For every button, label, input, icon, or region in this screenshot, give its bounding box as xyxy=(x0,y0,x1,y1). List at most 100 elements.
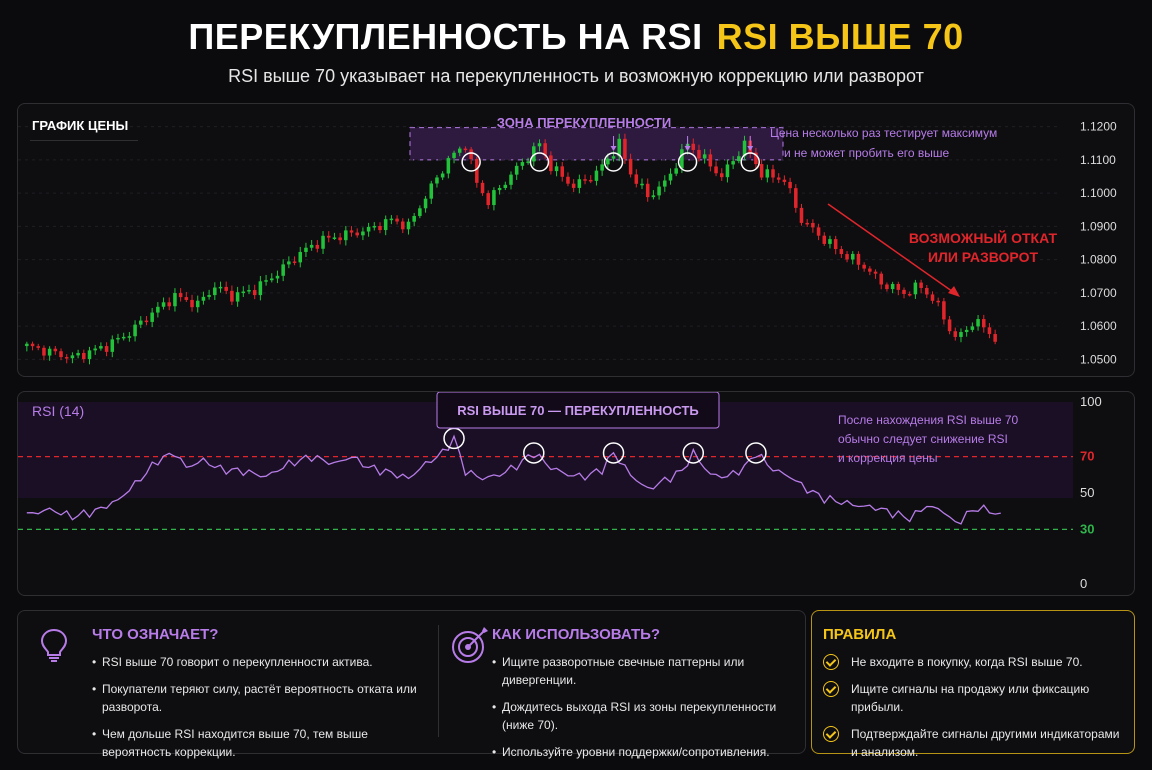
candle-body xyxy=(64,357,69,359)
candle-body xyxy=(771,169,775,178)
candle-body xyxy=(719,173,724,178)
candle-body xyxy=(406,221,411,230)
candle-body xyxy=(925,287,929,295)
candle-body xyxy=(304,247,308,252)
candle-body xyxy=(486,193,490,206)
rule-text: Ищите сигналы на продажу или фиксацию пр… xyxy=(851,682,1090,714)
candle-body xyxy=(190,299,194,308)
page-subtitle: RSI выше 70 указывает на перекупленность… xyxy=(228,66,924,86)
rsi-tick-label: 100 xyxy=(1080,394,1102,409)
candle-body xyxy=(651,195,656,198)
candle-body xyxy=(594,170,599,181)
candle-body xyxy=(794,188,798,208)
candle-body xyxy=(104,346,109,352)
candle-body xyxy=(868,268,872,272)
price-tick-label: 1.0600 xyxy=(1080,319,1117,333)
candle-body xyxy=(70,355,75,359)
candle-body xyxy=(99,346,103,349)
candle-body xyxy=(275,275,280,279)
candle-body xyxy=(566,176,570,184)
rsi-line xyxy=(26,434,1001,525)
candle-body xyxy=(708,154,713,167)
candle-body xyxy=(776,177,781,180)
candle-body xyxy=(218,286,223,289)
price-tick-label: 1.0500 xyxy=(1080,352,1117,366)
top-test-marker xyxy=(677,152,698,172)
reversal-label-line2: ИЛИ РАЗВОРОТ xyxy=(928,249,1039,265)
candle-body xyxy=(953,331,958,337)
candle-body xyxy=(418,208,422,216)
candle-body xyxy=(247,290,251,292)
candle-body xyxy=(691,143,696,150)
candle-body xyxy=(241,291,246,294)
candle-body xyxy=(657,186,661,196)
candle-body xyxy=(674,168,678,174)
rule-item: Ищите сигналы на продажу или фиксацию пр… xyxy=(823,680,1123,716)
candle-body xyxy=(765,169,770,178)
rsi-chart-label: RSI (14) xyxy=(32,403,85,419)
candle-body xyxy=(133,324,137,337)
candle-body xyxy=(947,319,952,332)
candle-body xyxy=(440,173,445,178)
candle-body xyxy=(571,183,576,188)
candle-body xyxy=(309,244,314,248)
candle-body xyxy=(611,156,616,159)
rule-item: Подтверждайте сигналы другими индикатора… xyxy=(823,725,1123,761)
rsi-chart: 100 70 50 30 0 RSI ВЫШЕ 70 — ПЕРЕКУПЛЕННОСТЬ… xyxy=(18,392,1102,591)
candle-body xyxy=(833,239,838,250)
candle-body xyxy=(623,138,627,159)
candle-body xyxy=(987,327,992,335)
reversal-label-line1: ВОЗМОЖНЫЙ ОТКАТ xyxy=(909,229,1058,246)
price-chart-panel: 1.1200 1.1100 1.1000 1.0900 1.0800 1.0700 1.06… xyxy=(17,103,1135,377)
rsi-tick-label: 70 xyxy=(1080,449,1094,464)
candle-body xyxy=(252,290,257,296)
page-title: ПЕРЕКУПЛЕННОСТЬ НА RSI RSI ВЫШЕ 70 xyxy=(0,16,1152,58)
price-tick-label: 1.1100 xyxy=(1080,153,1116,167)
candle-body xyxy=(230,290,234,302)
how-item: Ищите разворотные свечные паттерны или д… xyxy=(492,653,797,689)
candle-body xyxy=(423,198,428,209)
rules-card: ПРАВИЛА Не входите в покупку, когда RSI … xyxy=(811,610,1135,759)
candle-body xyxy=(395,218,399,222)
candle-body xyxy=(480,182,485,194)
candle-body xyxy=(224,286,228,291)
candle-body xyxy=(121,336,126,339)
candle-body xyxy=(344,230,348,241)
candle-body xyxy=(520,162,525,166)
candle-body xyxy=(532,146,536,162)
candle-body xyxy=(680,149,684,169)
candle-body xyxy=(53,348,58,352)
candle-body xyxy=(195,300,200,308)
candle-body xyxy=(890,283,895,290)
candle-body xyxy=(161,302,166,307)
candle-body xyxy=(560,166,565,177)
rsi-chart-panel: 100 70 50 30 0 RSI ВЫШЕ 70 — ПЕРЕКУПЛЕННОСТЬ… xyxy=(17,391,1135,596)
candle-body xyxy=(475,158,479,183)
how-title: КАК ИСПОЛЬЗОВАТЬ? xyxy=(492,626,661,643)
rsi-note-line1: После нахождения RSI выше 70 xyxy=(838,413,1019,427)
what-title: ЧТО ОЗНАЧАЕТ? xyxy=(92,626,219,643)
rsi-note-line2: обычно следует снижение RSI xyxy=(838,432,1008,446)
check-circle-icon xyxy=(823,726,839,742)
down-arrow-icon xyxy=(684,146,691,151)
candle-body xyxy=(668,173,673,181)
candle-body xyxy=(919,282,923,288)
price-tick-label: 1.0800 xyxy=(1080,253,1117,267)
candle-body xyxy=(258,281,263,296)
candle-body xyxy=(156,306,160,313)
candle-body xyxy=(429,183,434,199)
candle-body xyxy=(184,297,189,300)
what-item: Чем дольше RSI находится выше 70, тем вы… xyxy=(92,725,422,761)
candle-body xyxy=(816,227,821,236)
candle-body xyxy=(446,158,451,174)
what-item: Покупатели теряют силу, растёт вероятнос… xyxy=(92,680,422,716)
candle-body xyxy=(457,148,462,153)
candle-body xyxy=(737,156,741,162)
candle-body xyxy=(150,312,154,322)
candle-body xyxy=(856,253,861,265)
candle-body xyxy=(993,334,997,342)
rule-text: Подтверждайте сигналы другими индикатора… xyxy=(851,727,1120,759)
candle-body xyxy=(606,158,610,165)
candle-body xyxy=(127,336,132,338)
rsi-peak-marker xyxy=(602,442,625,464)
